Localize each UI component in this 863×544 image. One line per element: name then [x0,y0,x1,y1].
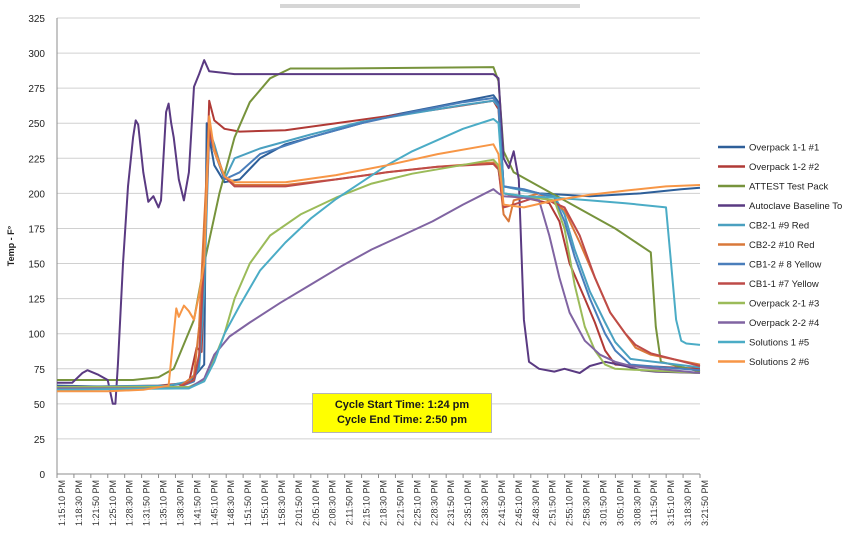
x-tick-label: 1:21:50 PM [91,480,101,526]
y-tick-label: 300 [28,49,45,60]
x-tick-label: 2:58:30 PM [582,480,592,526]
y-tick-label: 250 [28,119,45,130]
x-tick-label: 1:55:10 PM [260,480,270,526]
legend-label: Solutions 2 #6 [749,357,809,368]
x-tick-label: 2:45:10 PM [514,480,524,526]
x-tick-label: 2:08:30 PM [328,480,338,526]
cycle-end-time: Cycle End Time: 2:50 pm [336,414,467,426]
x-tick-label: 2:05:10 PM [311,480,321,526]
y-tick-label: 50 [34,400,46,411]
x-tick-label: 2:38:30 PM [480,480,490,526]
x-tick-label: 2:21:50 PM [395,480,405,526]
series-line [57,66,701,381]
legend-label: ATTEST Test Pack [749,182,828,193]
x-tick-label: 3:11:50 PM [649,480,659,525]
x-tick-label: 1:38:30 PM [175,480,185,526]
x-tick-label: 1:31:50 PM [142,480,152,526]
chart-title-placeholder [280,2,580,10]
legend-label: CB2-2 #10 Red [749,240,814,251]
x-tick-label: 3:21:50 PM [700,480,710,526]
x-tick-label: 1:58:30 PM [277,480,287,526]
cycle-time-annotation: Cycle Start Time: 1:24 pm Cycle End Time… [312,393,492,433]
y-axis-label: Temp - F° [6,225,16,266]
legend-label: Autoclave Baseline To [749,201,842,212]
x-tick-label: 1:15:10 PM [57,480,67,526]
series-line [56,94,701,388]
legend-label: Overpack 1-2 #2 [749,162,819,173]
x-tick-label: 1:18:30 PM [74,480,84,526]
x-tick-label: 2:51:50 PM [548,480,558,526]
y-tick-label: 275 [28,84,45,95]
x-tick-label: 2:48:30 PM [531,480,541,526]
series-line [57,115,701,393]
y-tick-label: 125 [28,295,45,306]
y-tick-label: 225 [28,154,45,165]
y-tick-label: 75 [34,365,46,376]
y-tick-label: 200 [28,189,45,200]
x-tick-label: 2:01:50 PM [294,480,304,526]
series-line [56,118,701,391]
legend-label: CB1-2 # 8 Yellow [749,260,821,271]
y-tick-label: 25 [34,435,46,446]
legend-label: Overpack 2-1 #3 [749,299,819,310]
y-tick-label: 175 [28,224,45,235]
legend-label: Overpack 2-2 #4 [749,318,819,329]
x-tick-label: 3:01:50 PM [598,480,608,526]
series-line [57,188,701,390]
series-line [57,59,701,405]
y-tick-label: 100 [28,330,45,341]
x-tick-label: 1:41:50 PM [192,480,202,526]
x-tick-label: 3:05:10 PM [615,480,625,526]
x-tick-label: 2:41:50 PM [497,480,507,526]
x-tick-label: 2:35:10 PM [463,480,473,526]
x-tick-label: 2:31:50 PM [446,480,456,526]
x-tick-label: 1:25:10 PM [108,480,118,526]
x-tick-label: 2:55:10 PM [565,480,575,526]
legend-label: Solutions 1 #5 [749,338,809,349]
cycle-start-time: Cycle Start Time: 1:24 pm [334,399,470,411]
x-tick-label: 3:18:30 PM [683,480,693,526]
x-tick-label: 1:45:10 PM [209,480,219,526]
x-tick-label: 1:35:10 PM [159,480,169,526]
x-tick-label: 3:15:10 PM [666,480,676,526]
y-tick-label: 325 [28,14,45,25]
x-tick-label: 1:48:30 PM [226,480,236,526]
x-tick-label: 3:08:30 PM [632,480,642,526]
y-tick-label: 0 [39,470,45,481]
x-tick-label: 2:18:30 PM [379,480,389,526]
legend-label: CB2-1 #9 Red [749,221,809,232]
x-tick-label: 2:25:10 PM [412,480,422,526]
x-tick-label: 2:15:10 PM [362,480,372,526]
x-tick-label: 1:28:30 PM [125,480,135,526]
legend-label: Overpack 1-1 #1 [749,143,819,154]
x-tick-label: 2:28:30 PM [429,480,439,526]
x-tick-label: 2:11:50 PM [345,480,355,525]
legend-label: CB1-1 #7 Yellow [749,279,819,290]
x-tick-label: 1:51:50 PM [243,480,253,526]
y-tick-label: 150 [28,260,45,271]
series-line [56,99,701,388]
